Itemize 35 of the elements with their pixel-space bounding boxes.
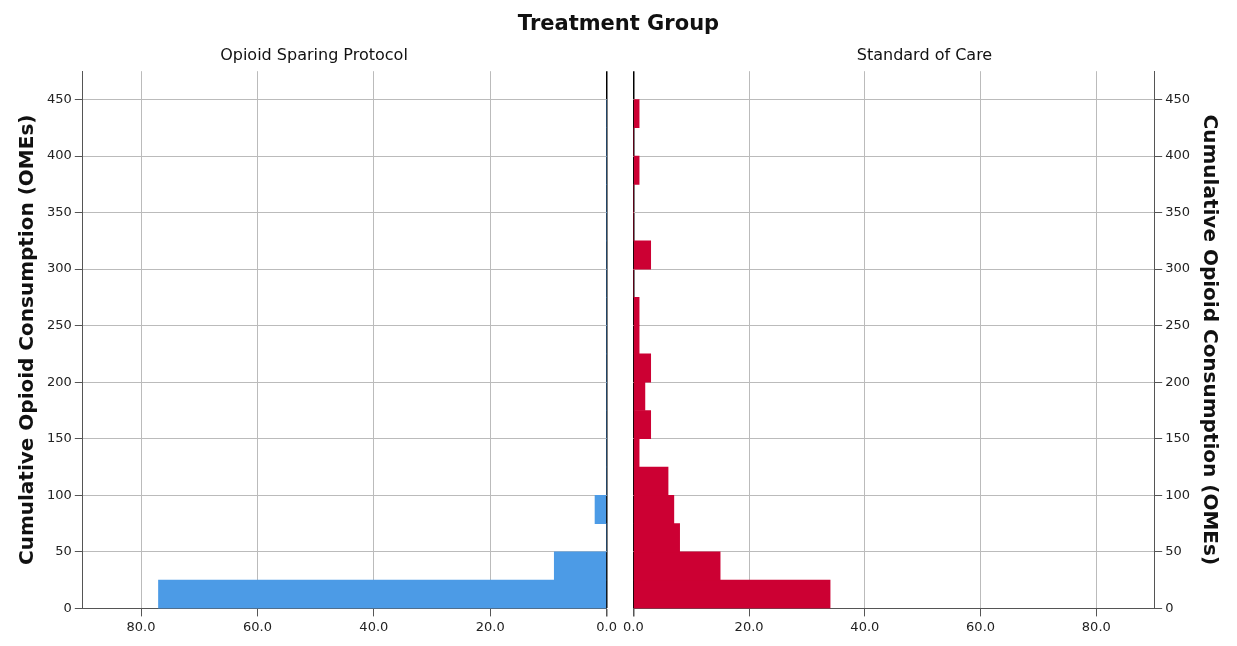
y-tick-label: 450 xyxy=(1165,90,1191,106)
x-tick-label: 40.0 xyxy=(359,618,389,634)
y-axis-title: Cumulative Opioid Consumption (OMEs) xyxy=(14,114,39,566)
y-tick-label: 150 xyxy=(1165,430,1191,446)
y-tick-label: 200 xyxy=(46,373,72,389)
y-tick-label: 250 xyxy=(1165,317,1191,333)
x-tick-label: 20.0 xyxy=(734,618,764,634)
x-tick-label: 60.0 xyxy=(966,618,996,634)
y-tick-label: 300 xyxy=(1165,260,1191,276)
x-tick-label: 60.0 xyxy=(242,618,272,634)
y-tick-label: 400 xyxy=(1165,147,1191,163)
y-tick-label: 300 xyxy=(46,260,72,276)
y-tick-label: 0 xyxy=(1165,599,1174,615)
x-tick-label: 0.0 xyxy=(596,618,618,634)
y-tick-label: 250 xyxy=(46,317,72,333)
y-tick-label: 100 xyxy=(1165,486,1191,502)
y-tick-label: 100 xyxy=(46,486,72,502)
chart-subtitle: Standard of Care xyxy=(856,44,993,64)
y-axis-title: Cumulative Opioid Consumption (OMEs) xyxy=(1198,114,1223,566)
x-tick-label: 80.0 xyxy=(1081,618,1111,634)
y-tick-label: 200 xyxy=(1165,373,1191,389)
y-tick-label: 0 xyxy=(63,599,72,615)
chart-subtitle: Opioid Sparing Protocol xyxy=(220,44,408,64)
y-tick-label: 400 xyxy=(46,147,72,163)
x-tick-label: 80.0 xyxy=(126,618,156,634)
y-tick-label: 350 xyxy=(46,203,72,219)
y-tick-label: 450 xyxy=(46,90,72,106)
y-tick-label: 350 xyxy=(1165,203,1191,219)
x-tick-label: 40.0 xyxy=(850,618,880,634)
x-tick-label: 20.0 xyxy=(475,618,505,634)
y-tick-label: 150 xyxy=(46,430,72,446)
x-tick-label: 0.0 xyxy=(622,618,644,634)
chart-title: Treatment Group xyxy=(516,10,721,37)
y-tick-label: 50 xyxy=(55,543,72,559)
y-tick-label: 50 xyxy=(1165,543,1182,559)
